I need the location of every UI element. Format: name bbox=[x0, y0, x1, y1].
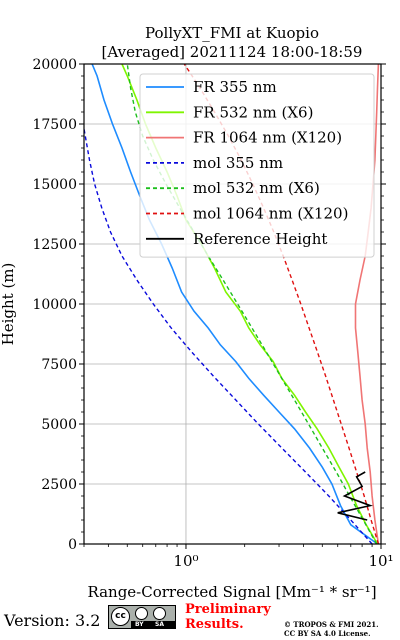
footer: Version: 3.2 cc BY SA Preliminary Result… bbox=[0, 600, 400, 640]
preliminary-notice: Preliminary Results. bbox=[185, 602, 271, 632]
axes: 0 2500 5000 7500 10000 12500 15000 17500 20000 10… bbox=[32, 57, 393, 570]
x-tick-label: 10⁰ bbox=[173, 552, 198, 570]
series-line-4 bbox=[126, 64, 378, 544]
y-tick-label: 7500 bbox=[41, 357, 77, 373]
y-tick-label: 15000 bbox=[32, 177, 77, 193]
legend-label-6: Reference Height bbox=[193, 230, 327, 248]
version-label: Version: 3.2 bbox=[4, 611, 101, 630]
series-line-6 bbox=[337, 471, 374, 521]
chart-subtitle: [Averaged] 20211124 18:00-18:59 bbox=[102, 43, 363, 61]
y-tick-label: 17500 bbox=[32, 117, 77, 133]
legend-box bbox=[139, 73, 375, 258]
preliminary-line-2: Results. bbox=[185, 617, 244, 632]
preliminary-line-1: Preliminary bbox=[185, 602, 271, 617]
cc-license-badge: cc BY SA bbox=[108, 605, 176, 629]
legend-label-1: FR 532 nm (X6) bbox=[193, 103, 313, 121]
cc-badge-strip: BY SA bbox=[131, 621, 175, 628]
y-tick-label: 20000 bbox=[32, 57, 77, 73]
y-axis-label: Height (m) bbox=[0, 263, 17, 346]
legend-label-2: FR 1064 nm (X120) bbox=[193, 129, 342, 147]
y-tick-label: 0 bbox=[68, 537, 77, 553]
legend-label-3: mol 355 nm bbox=[193, 154, 283, 172]
series-layer bbox=[84, 64, 380, 544]
series-line-2 bbox=[354, 64, 380, 544]
copyright-line-2: CC BY SA 4.0 License. bbox=[284, 629, 371, 638]
copyright-notice: © TROPOS & FMI 2021. CC BY SA 4.0 Licens… bbox=[284, 620, 379, 638]
cc-logo-icon: cc bbox=[111, 607, 130, 626]
series-line-0 bbox=[91, 64, 378, 544]
legend-label-0: FR 355 nm bbox=[193, 78, 277, 96]
series-line-5 bbox=[183, 64, 380, 544]
chart-title: PollyXT_FMI at Kuopio bbox=[145, 24, 319, 42]
y-tick-label: 5000 bbox=[41, 417, 77, 433]
y-tick-label: 10000 bbox=[32, 297, 77, 313]
share-alike-icon bbox=[153, 607, 166, 620]
x-axis-label: Range-Corrected Signal [Mm⁻¹ * sr⁻¹] bbox=[87, 583, 376, 601]
cc-badge-by-text: BY bbox=[135, 621, 144, 628]
legend-label-5: mol 1064 nm (X120) bbox=[193, 205, 348, 223]
series-line-3 bbox=[84, 128, 373, 544]
legend: FR 355 nm FR 532 nm (X6) FR 1064 nm (X120)… bbox=[139, 73, 375, 258]
y-tick-label: 2500 bbox=[41, 477, 77, 493]
x-tick-label: 10¹ bbox=[368, 552, 393, 570]
y-tick-label: 12500 bbox=[32, 237, 77, 253]
cc-badge-sa-text: SA bbox=[155, 621, 164, 628]
by-icon bbox=[135, 607, 148, 620]
legend-label-4: mol 532 nm (X6) bbox=[193, 179, 320, 197]
copyright-line-1: © TROPOS & FMI 2021. bbox=[284, 620, 379, 629]
